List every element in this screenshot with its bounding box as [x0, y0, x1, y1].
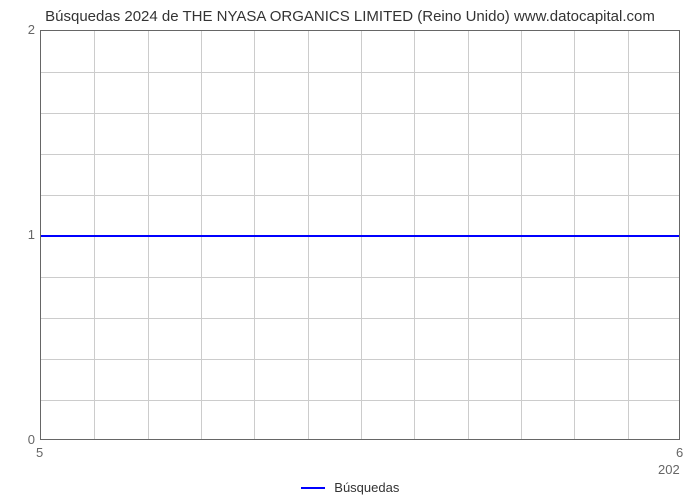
legend: Búsquedas [0, 479, 700, 495]
plot-area [40, 30, 680, 440]
y-tick-label: 2 [20, 22, 35, 37]
gridline-horizontal [41, 113, 679, 114]
y-tick-label: 0 [20, 432, 35, 447]
legend-color-swatch [301, 487, 325, 489]
gridline-horizontal [41, 72, 679, 73]
x-tick-label: 5 [36, 445, 43, 460]
gridline-horizontal [41, 318, 679, 319]
gridline-horizontal [41, 359, 679, 360]
gridline-horizontal [41, 195, 679, 196]
x-secondary-label: 202 [658, 462, 680, 477]
gridline-horizontal [41, 154, 679, 155]
chart-title: Búsquedas 2024 de THE NYASA ORGANICS LIM… [0, 8, 700, 25]
gridline-horizontal [41, 277, 679, 278]
line-chart: Búsquedas 2024 de THE NYASA ORGANICS LIM… [0, 0, 700, 500]
legend-label: Búsquedas [334, 480, 399, 495]
y-tick-label: 1 [20, 227, 35, 242]
x-tick-label: 6 [676, 445, 683, 460]
series-line [41, 235, 679, 237]
gridline-horizontal [41, 400, 679, 401]
